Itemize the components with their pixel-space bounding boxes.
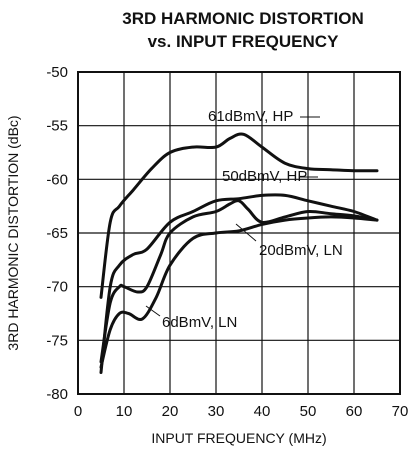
series-line-4 [99,215,379,369]
x-tick-label: 60 [346,403,363,420]
series-label-3: 20dBmV, LN [259,242,343,259]
y-tick-label: -65 [46,225,68,242]
label-leader-4 [145,305,161,317]
series-line-2 [99,193,379,374]
y-tick-label: -70 [46,279,68,296]
grid [78,72,400,394]
y-tick-label: -80 [46,386,68,403]
series-label-4: 6dBmV, LN [162,314,237,331]
series-line-3 [99,199,379,364]
y-tick-label: -50 [46,64,68,81]
x-tick-label: 10 [116,403,133,420]
label-leader-3 [235,223,257,242]
annotations: 61dBmV, HP 50dBmV, HP 20dBmV, LN 6dBmV, LN [145,108,343,331]
series-label-2: 50dBmV, HP [222,168,307,185]
x-tick-label: 40 [254,403,271,420]
x-axis-label: INPUT FREQUENCY (MHz) [151,430,326,446]
chart-title-line1: 3RD HARMONIC DISTORTION [122,9,363,28]
y-axis-label: 3RD HARMONIC DISTORTION (dBc) [5,115,21,350]
x-tick-label: 50 [300,403,317,420]
x-tick-label: 20 [162,403,179,420]
y-tick-label: -55 [46,118,68,135]
y-tick-label: -60 [46,171,68,188]
chart-title-line2: vs. INPUT FREQUENCY [148,32,339,51]
x-tick-label: 0 [74,403,82,420]
y-tick-label: -75 [46,332,68,349]
series-line-1 [99,132,379,299]
x-tick-label: 70 [392,403,409,420]
tick-labels: 0 10 20 30 40 50 60 70 -50 -55 -60 -65 -70 -75 -80 [46,64,408,420]
x-tick-label: 30 [208,403,225,420]
series-lines [99,132,379,374]
series-label-1: 61dBmV, HP [208,108,293,125]
